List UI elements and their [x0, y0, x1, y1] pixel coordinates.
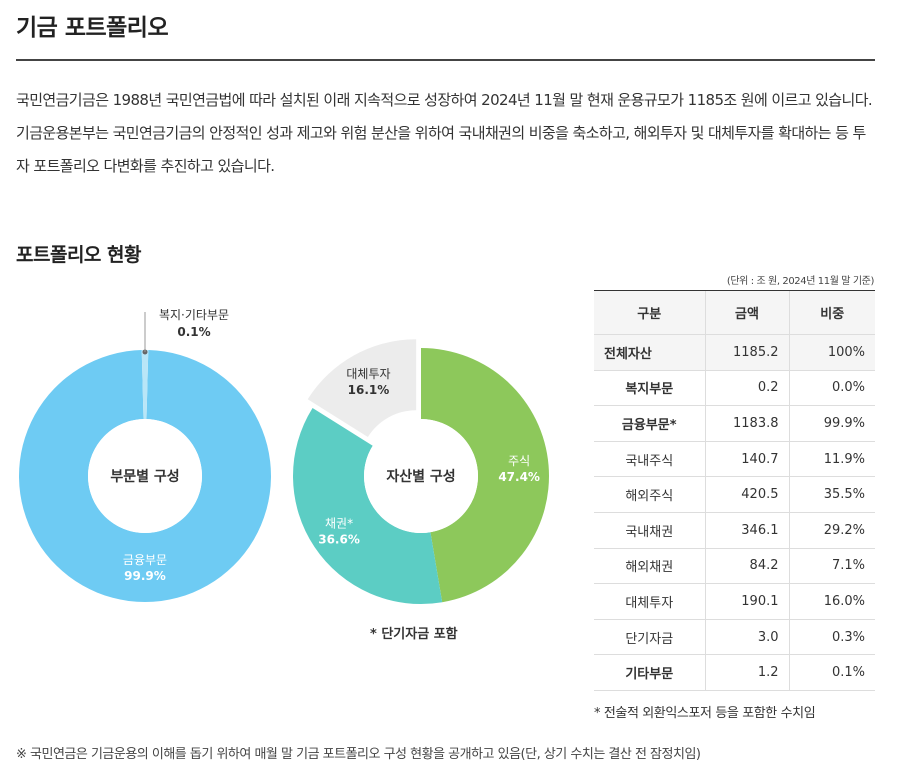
row-share: 99.9% — [788, 405, 875, 442]
table-header: 구분 — [594, 290, 705, 335]
table-row: 해외채권 84.2 7.1% — [594, 548, 875, 585]
donut-hole — [364, 419, 478, 533]
table-row: 금융부문* 1183.8 99.9% — [594, 405, 875, 442]
row-amount: 1185.2 — [704, 334, 789, 371]
row-share: 35.5% — [788, 476, 875, 513]
row-share: 11.9% — [788, 441, 875, 478]
table-header: 금액 — [704, 290, 789, 335]
row-amount: 346.1 — [704, 512, 789, 549]
row-amount: 3.0 — [704, 619, 789, 656]
slice-label: 대체투자 — [346, 367, 390, 381]
row-label: 국내주식 — [594, 441, 705, 478]
footnote: ※ 국민연금은 기금운용의 이해를 돕기 위하여 매월 말 기금 포트폴리오 구… — [16, 747, 701, 762]
table-row: 대체투자 190.1 16.0% — [594, 583, 875, 620]
intro-paragraph: 국민연금기금은 1988년 국민연금법에 따라 설치된 이래 지속적으로 성장하… — [16, 91, 873, 175]
row-label: 기타부문 — [594, 654, 705, 691]
chart-note: * 단기자금 포함 — [370, 627, 458, 642]
row-share: 29.2% — [788, 512, 875, 549]
table-row: 기타부문 1.2 0.1% — [594, 654, 875, 691]
slice-label: 채권* — [325, 517, 353, 531]
slice-value: 47.4% — [498, 470, 540, 484]
row-share: 0.1% — [788, 654, 875, 691]
table-row: 국내채권 346.1 29.2% — [594, 512, 875, 549]
portfolio-table: 구분 금액 비중 전체자산 1185.2 100% 복지부문 0.2 0.0% … — [594, 290, 875, 691]
slice-value: 99.9% — [124, 569, 166, 583]
row-share: 100% — [788, 334, 875, 371]
table-row: 국내주식 140.7 11.9% — [594, 441, 875, 478]
unit-note: (단위 : 조 원, 2024년 11월 말 기준) — [726, 276, 875, 287]
page-title: 기금 포트폴리오 — [16, 15, 169, 41]
donut-hole — [88, 419, 202, 533]
row-amount: 140.7 — [704, 441, 789, 478]
table-header: 비중 — [788, 290, 875, 335]
row-amount: 84.2 — [704, 548, 789, 585]
table-row: 전체자산 1185.2 100% — [594, 334, 875, 371]
slice-label: 복지·기타부문 — [159, 308, 229, 322]
row-label: 해외채권 — [594, 548, 705, 585]
row-amount: 190.1 — [704, 583, 789, 620]
row-share: 7.1% — [788, 548, 875, 585]
chart-center-title: 자산별 구성 — [386, 468, 455, 485]
row-amount: 1.2 — [704, 654, 789, 691]
slice-alternative — [307, 339, 417, 437]
row-amount: 1183.8 — [704, 405, 789, 442]
row-share: 0.3% — [788, 619, 875, 656]
table-row: 단기자금 3.0 0.3% — [594, 619, 875, 656]
slice-value: 0.1% — [177, 325, 210, 339]
row-label: 해외주식 — [594, 476, 705, 513]
row-label: 대체투자 — [594, 583, 705, 620]
table-row: 해외주식 420.5 35.5% — [594, 476, 875, 513]
table-row: 복지부문 0.2 0.0% — [594, 370, 875, 407]
slice-bonds — [293, 407, 443, 604]
slice-stocks — [421, 348, 550, 603]
chart-center-title: 부문별 구성 — [110, 468, 179, 485]
slice-value: 36.6% — [318, 533, 360, 547]
row-label: 금융부문* — [594, 405, 705, 442]
row-amount: 0.2 — [704, 370, 789, 407]
table-note: * 전술적 외환익스포저 등을 포함한 수치임 — [594, 706, 816, 721]
row-label: 국내채권 — [594, 512, 705, 549]
row-amount: 420.5 — [704, 476, 789, 513]
table-header-row: 구분 금액 비중 — [594, 290, 875, 335]
slice-welfare — [141, 350, 149, 420]
slice-value: 16.1% — [348, 383, 390, 397]
row-share: 16.0% — [788, 583, 875, 620]
row-share: 0.0% — [788, 370, 875, 407]
row-label: 단기자금 — [594, 619, 705, 656]
slice-finance — [19, 350, 272, 602]
row-label: 전체자산 — [594, 334, 705, 371]
section-title: 포트폴리오 현황 — [16, 244, 141, 266]
slice-label: 금융부문 — [123, 553, 167, 567]
row-label: 복지부문 — [594, 370, 705, 407]
slice-label: 주식 — [508, 454, 530, 468]
title-divider — [16, 59, 875, 61]
